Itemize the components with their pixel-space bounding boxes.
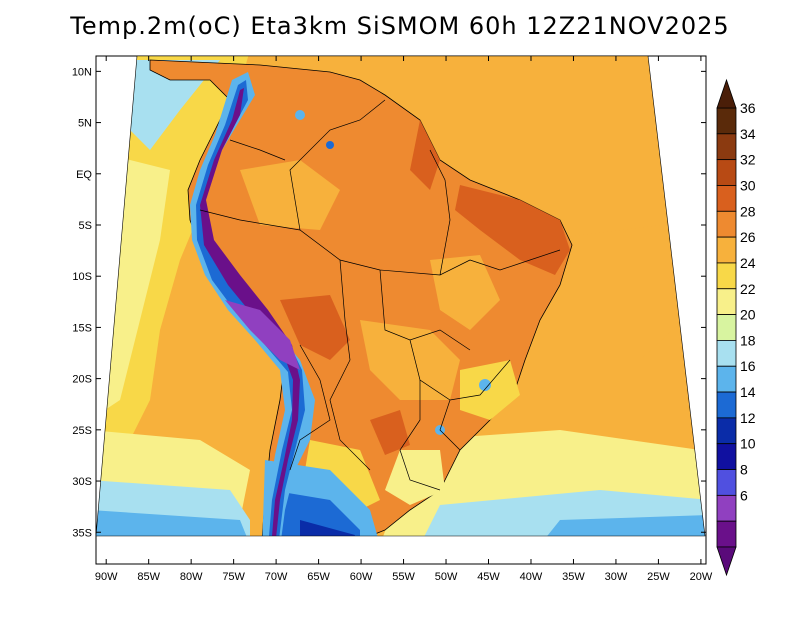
colorbar-label: 30 — [740, 177, 756, 193]
interior-mild — [430, 255, 500, 330]
political-borders — [199, 99, 561, 491]
paraguay-hot-zone — [370, 410, 410, 455]
colorbar-segment — [716, 494, 737, 522]
colorbar-label: 12 — [740, 410, 756, 426]
colorbar-arrow-bottom — [716, 546, 737, 577]
colorbar-segment — [716, 365, 737, 393]
lat-tick-label: 30S — [72, 476, 92, 488]
altiplano-cold — [225, 300, 300, 370]
mantiqueira-cold-spot — [479, 379, 491, 391]
colorbar-segment — [716, 236, 737, 264]
colorbar-label: 14 — [740, 384, 756, 400]
colorbar-segment — [716, 417, 737, 445]
colorbar-segment — [716, 340, 737, 367]
guianas-hot-zone — [410, 120, 440, 190]
lon-tick-label: 75W — [222, 571, 245, 583]
longitude-axis: 90W 85W 80W 75W 70W 65W 60W 55W 50W 45W 40W 35W 30W 2… — [95, 56, 713, 583]
lat-tick-label: 25S — [72, 425, 92, 437]
colorbar-label: 20 — [740, 307, 756, 323]
lat-tick-label: 35S — [72, 527, 92, 539]
atlantic-warm — [540, 220, 705, 380]
guiana-highland-spot — [326, 141, 334, 149]
south-atlantic-colder — [540, 515, 705, 536]
colorbar-label: 10 — [740, 436, 756, 452]
colorbar-segment — [716, 469, 737, 496]
lon-tick-label: 80W — [180, 571, 203, 583]
south-pacific-colder — [96, 510, 250, 536]
colorbar-label: 26 — [740, 229, 756, 245]
lon-tick-label: 90W — [95, 571, 118, 583]
colorbar-label: 16 — [740, 358, 756, 374]
northeast-hot-zone — [455, 185, 570, 275]
lat-tick-label: 10S — [72, 271, 92, 283]
lon-tick-label: 55W — [392, 571, 415, 583]
lon-tick-label: 40W — [520, 571, 543, 583]
lat-tick-label: 5S — [79, 220, 92, 232]
colorbar-segment — [716, 288, 737, 315]
lon-tick-label: 65W — [307, 571, 330, 583]
lon-tick-label: 50W — [435, 571, 458, 583]
lon-tick-label: 30W — [605, 571, 628, 583]
colorbar-label: 32 — [740, 152, 756, 168]
lon-tick-label: 35W — [562, 571, 585, 583]
lon-tick-label: 45W — [477, 571, 500, 583]
colorbar-segment — [716, 520, 737, 548]
lat-tick-label: 20S — [72, 374, 92, 386]
lat-tick-label: 15S — [72, 322, 92, 334]
lon-tick-label: 60W — [350, 571, 373, 583]
field-layer — [96, 56, 705, 536]
colorbar-label: 34 — [740, 126, 756, 142]
colorbar-segment — [716, 159, 737, 186]
colorbar-segment — [716, 443, 737, 470]
colorbar-segment — [716, 391, 737, 419]
colorbar-label: 24 — [740, 255, 756, 271]
domain-outline — [95, 55, 706, 537]
southeast-cool — [460, 360, 520, 420]
lat-tick-label: EQ — [76, 169, 92, 181]
lon-tick-label: 70W — [265, 571, 288, 583]
colorbar-segment — [716, 262, 737, 290]
central-west-hot-zone — [280, 295, 350, 360]
colorbar-label: 28 — [740, 203, 756, 219]
colorbar-segment — [716, 107, 737, 135]
patagonia-very-cold — [300, 520, 355, 536]
lon-tick-label: 25W — [647, 571, 670, 583]
colorbar-label: 18 — [740, 332, 756, 348]
colorbar-segment — [716, 314, 737, 341]
lon-tick-label: 20W — [690, 571, 713, 583]
colorbar-label: 8 — [740, 462, 748, 478]
colorbar-arrow-top — [716, 78, 737, 109]
colorbar-label: 6 — [740, 487, 748, 503]
colorbar-label: 22 — [740, 281, 756, 297]
lat-tick-label: 5N — [78, 118, 92, 130]
pacific-north-cool — [120, 60, 220, 150]
colorbar-segment — [716, 210, 737, 238]
tepuis-cold-spot — [295, 110, 305, 120]
colorbar-label: 36 — [740, 100, 756, 116]
colorbar-segment — [716, 133, 737, 161]
center-west-mild — [360, 320, 460, 400]
colorbar-segment — [716, 185, 737, 212]
amazon-mild — [240, 160, 340, 230]
latitude-axis: 10N 5N EQ 5S 10S 15S 20S 25S 30S 35S — [72, 66, 706, 539]
lat-tick-label: 10N — [72, 66, 92, 78]
colorbar: 36 34 32 30 28 26 24 22 20 18 16 14 12 10 8 6 — [716, 78, 756, 577]
lon-tick-label: 85W — [137, 571, 160, 583]
map-title: Temp.2m(oC) Eta3km SiSMOM 60h 12Z21NOV20… — [70, 12, 730, 40]
south-brazil-cool — [385, 450, 445, 505]
